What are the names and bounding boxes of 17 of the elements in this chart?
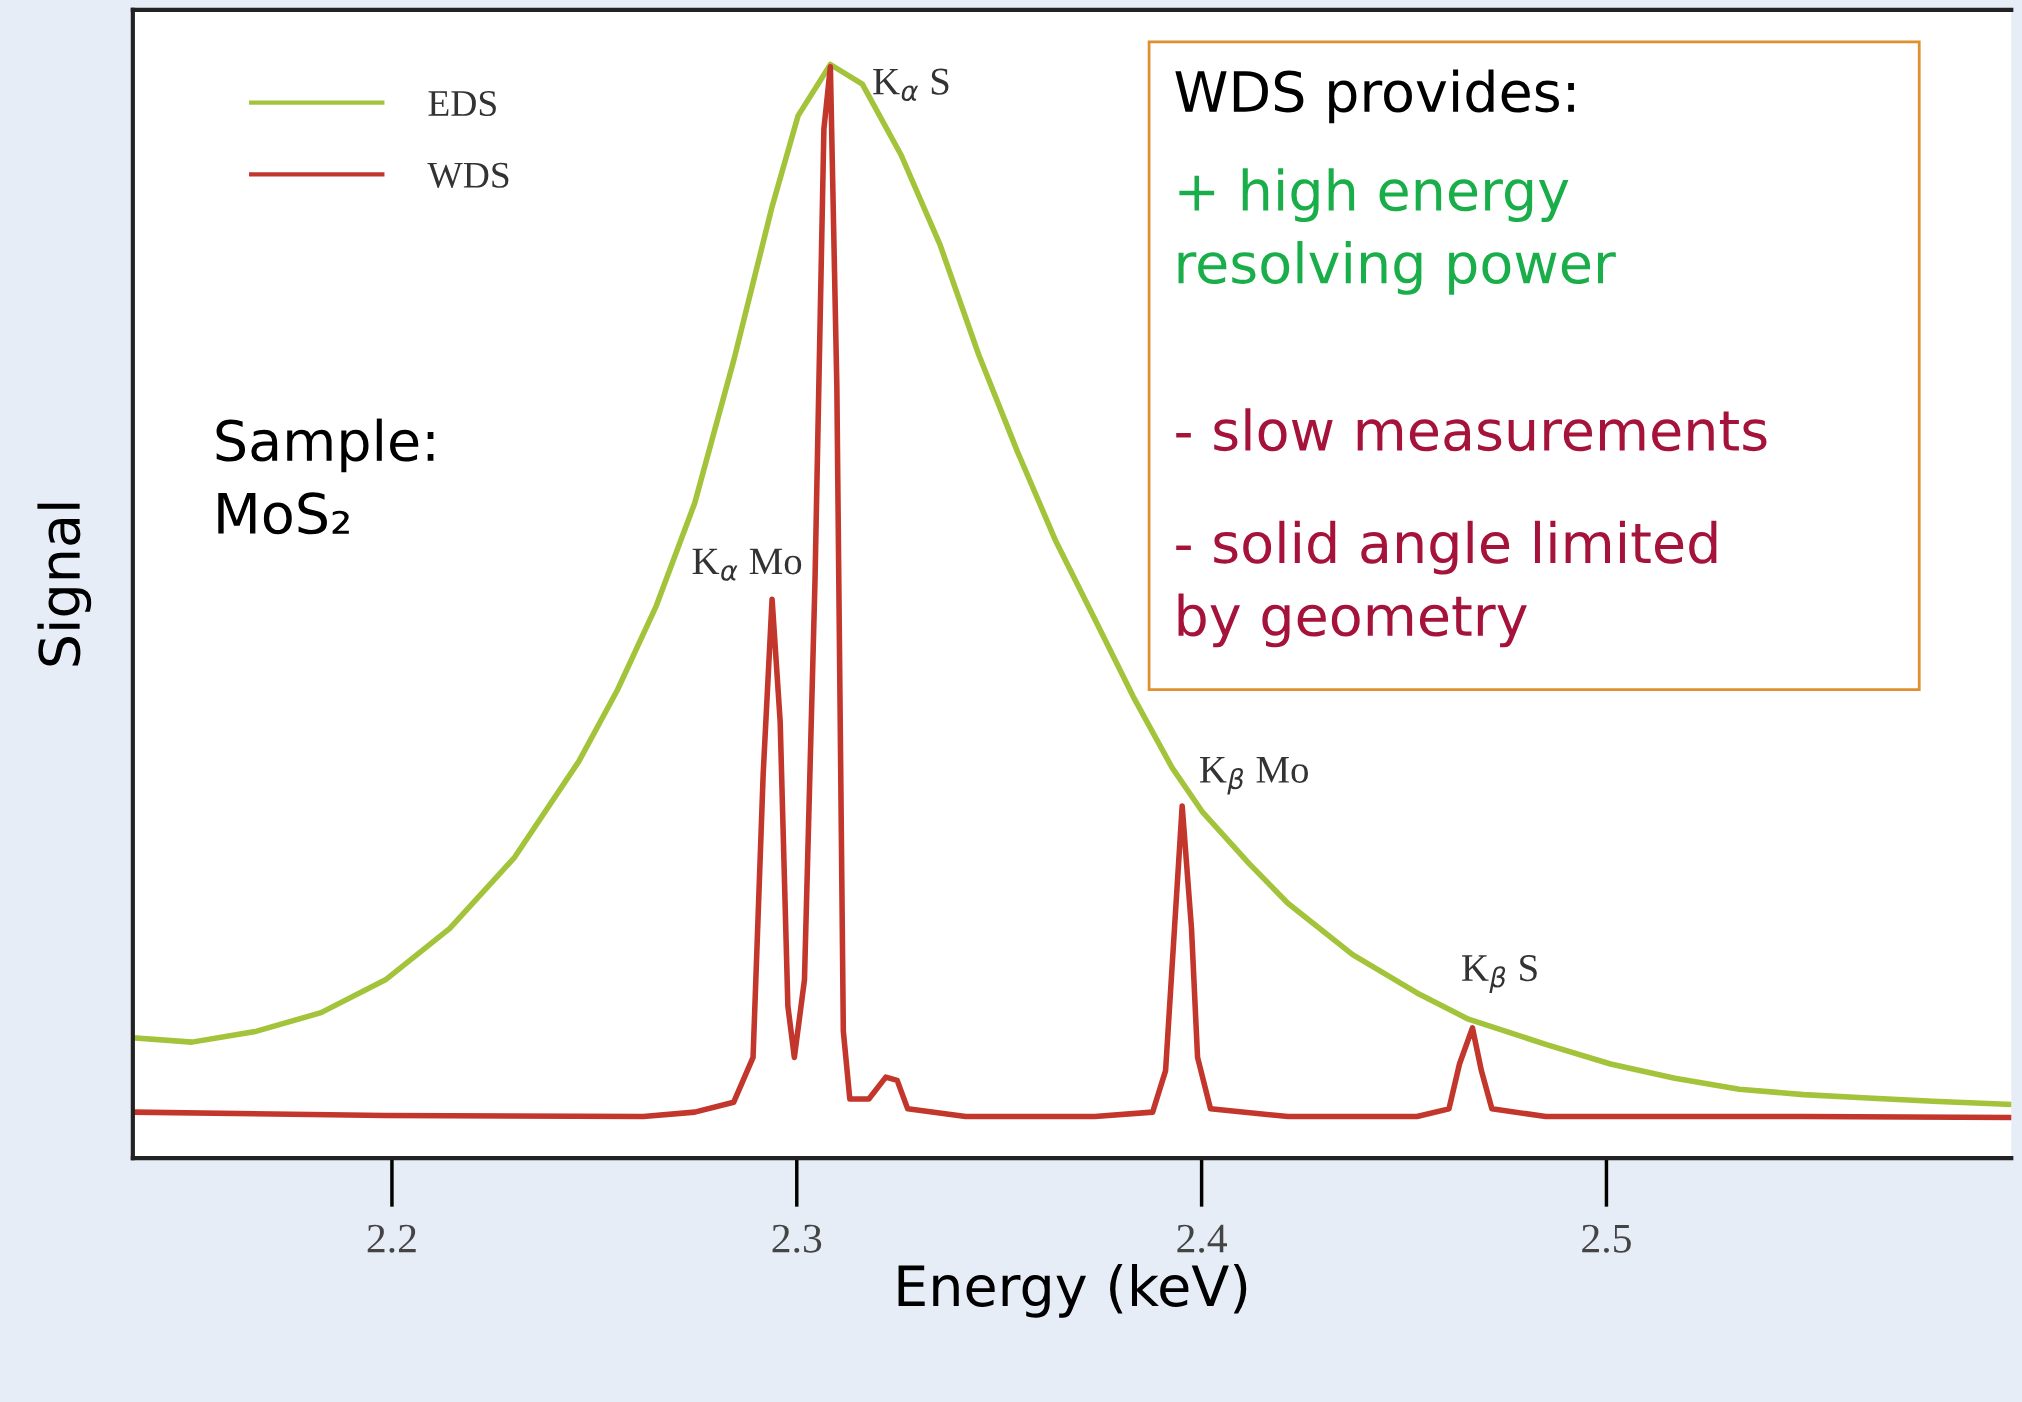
legend-label: WDS: [427, 162, 509, 189]
annotation: K$_{α}$ S: [873, 68, 949, 102]
x-tick-label: 2.2: [367, 1224, 416, 1253]
annotation: K$_{β}$ Mo: [1199, 757, 1308, 795]
annotation: K$_{α}$ Mo: [692, 548, 802, 581]
annotation: K$_{β}$ S: [1462, 955, 1537, 993]
annotation: - slow measurements: [1176, 408, 1767, 452]
x-tick-label: 2.4: [1177, 1224, 1227, 1253]
x-tick-label: 2.3: [772, 1224, 822, 1253]
annotation: + high energy resolving power: [1178, 168, 1616, 295]
annotation: - solid angle limited by geometry: [1176, 520, 1717, 648]
y-axis-title: Signal: [37, 503, 92, 666]
annotation: WDS provides:: [1175, 69, 1574, 124]
annotation: Sample: MoS₂: [216, 418, 434, 535]
legend-label: EDS: [428, 90, 496, 117]
x-tick-label: 2.5: [1582, 1224, 1631, 1253]
x-axis-title: Energy (keV): [898, 1263, 1247, 1318]
